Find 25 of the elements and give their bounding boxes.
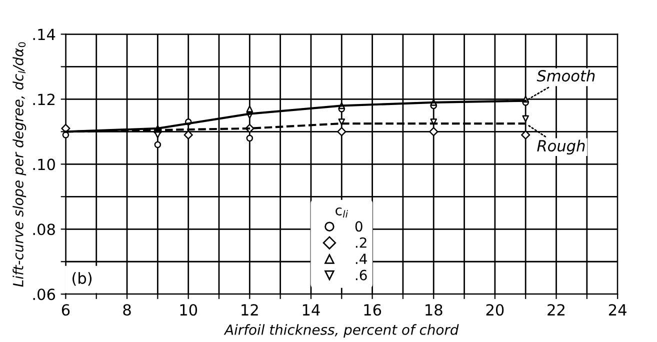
- series-label: Smooth: [536, 70, 595, 82]
- x-tick-label: 12: [242, 304, 258, 316]
- x-tick-label: 22: [548, 304, 564, 316]
- x-tick-label: 20: [486, 304, 504, 316]
- x-tick-label: 14: [302, 304, 320, 316]
- legend-label: 0: [355, 221, 362, 232]
- y-tick-label: .10: [33, 158, 55, 170]
- legend-label: .6: [356, 270, 367, 280]
- x-tick-label: 18: [426, 304, 442, 316]
- y-tick-label: .06: [33, 288, 56, 300]
- legend-label: .4: [356, 254, 367, 264]
- legend-title: c$_{li}$: [336, 207, 348, 218]
- x-tick-label: 6: [62, 304, 70, 316]
- x-tick-label: 16: [364, 304, 382, 316]
- annotation: (b): [72, 272, 92, 286]
- x-tick-label: 24: [608, 304, 626, 316]
- x-tick-label: 8: [123, 304, 131, 316]
- y-axis-title: Lift-curve slope per degree, dc$_{l}$/dα$_{0}$: [12, 42, 26, 287]
- y-tick-label: .12: [33, 94, 54, 105]
- legend-label: .2: [356, 237, 366, 248]
- x-axis-title: Airfoil thickness, percent of chord: [224, 324, 459, 338]
- x-tick-label: 10: [180, 304, 198, 316]
- y-tick-label: .14: [33, 28, 56, 40]
- y-tick-label: .08: [33, 224, 55, 236]
- series-label: Rough: [537, 140, 585, 155]
